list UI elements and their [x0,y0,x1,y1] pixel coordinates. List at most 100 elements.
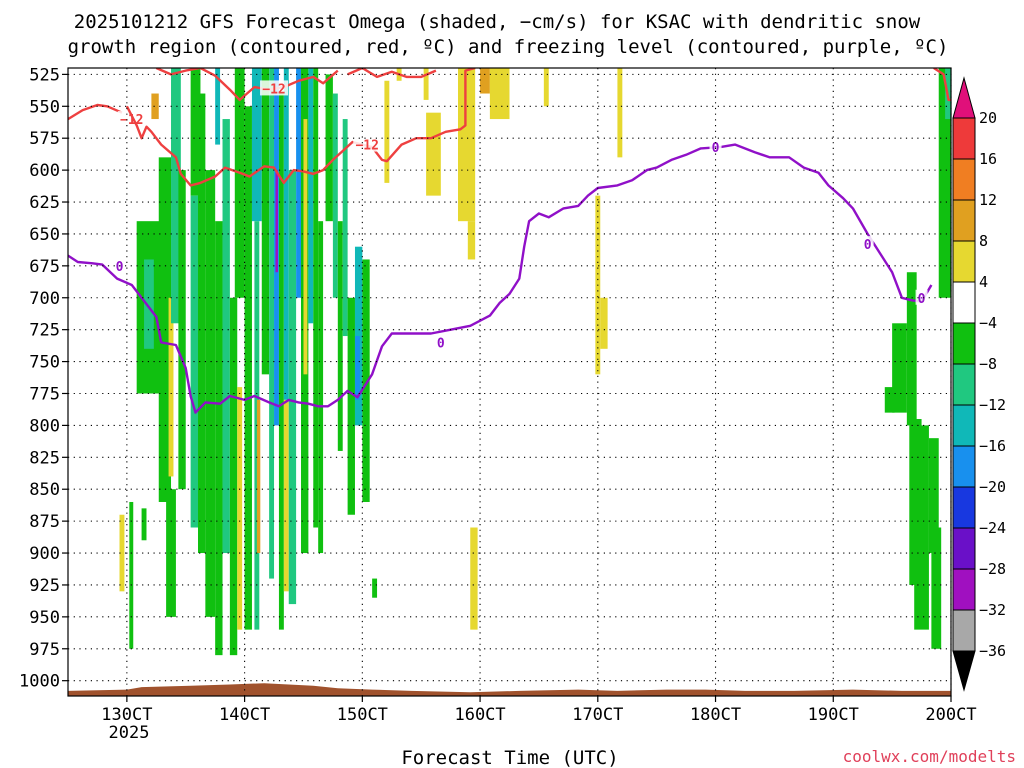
omega-cell [318,221,324,554]
colorbar-label: −16 [979,437,1006,455]
omega-cell [342,119,348,337]
omega-cell [244,106,252,630]
omega-cell [197,93,206,554]
contour-label-bg [709,139,722,155]
y-tick-label: 975 [29,640,60,660]
x-axis: 130CT 140CT 150CT 160CT 170CT 180CT 190CT 200CT [101,696,977,725]
y-tick-label: 900 [29,544,60,564]
omega-cell [261,68,270,375]
omega-cell [288,170,297,605]
y-tick-label: 825 [29,448,60,468]
y-axis: 525 550 575 600 625 650 675 700 725 750 775 800 825 8… [19,65,68,692]
colorbar-bin [952,486,976,529]
y-tick-label: 725 [29,321,60,341]
x-year-label: 2025 [109,723,150,743]
colorbar-bin [952,158,976,201]
contour-label-bg [117,111,146,127]
y-tick-label: 575 [29,129,60,149]
contour-dgz-upper-12c [68,103,123,121]
colorbar-label: −4 [979,314,997,332]
colorbar-bin [952,650,976,692]
omega-cell [222,119,230,554]
colorbar-label: −8 [979,355,997,373]
y-tick-label: 850 [29,480,60,500]
omega-cell [906,272,917,426]
omega-cell [617,68,623,158]
colorbar-label: −24 [979,519,1006,537]
y-tick-label: 750 [29,353,60,373]
colorbar-label: 20 [979,109,997,127]
y-tick-label: 550 [29,97,60,117]
omega-cell [313,68,319,528]
x-tick-label: 140CT [219,705,270,725]
colorbar-bin [952,322,976,365]
y-tick-label: 925 [29,576,60,596]
colorbar-label: 8 [979,232,988,250]
colorbar-bin [952,199,976,242]
credit-text: coolwx.com/modelts [843,747,1016,766]
chart-title-line-2: growth region (contoured, red, ºC) and f… [68,36,949,58]
y-tick-label: 1000 [19,672,60,692]
omega-cell [372,578,378,598]
colorbar-bin [952,76,976,119]
omega-cell [467,221,476,260]
x-tick-label: 130CT [101,705,152,725]
colorbar-label: −12 [979,396,1006,414]
omega-cell [168,297,174,477]
omega-cell [303,119,308,375]
omega-cell [283,399,289,592]
x-tick-label: 170CT [572,705,623,725]
colorbar-bin [952,404,976,447]
contour-label-bg [353,136,382,152]
plot-area: 00000−12−12−12 [68,68,951,696]
x-axis-title: Forecast Time (UTC) [401,747,618,768]
contour-label-bg [915,289,928,305]
colorbar-bin [952,445,976,488]
omega-cell [205,170,216,617]
contour-label: −12 [355,139,378,154]
omega-cell [215,221,223,656]
y-tick-label: 525 [29,65,60,85]
omega-cell [283,68,289,400]
colorbar-label: −32 [979,601,1006,619]
omega-cell [296,68,302,298]
omega-cell [251,68,262,222]
contour-label: −12 [262,82,285,97]
plot-frame [67,67,952,697]
colorbar: 20 16 12 8 4 −4 −8 −12 −16 −20 −24 −28 −32 −36 [952,76,1006,692]
omega-cell [237,387,243,630]
y-tick-label: 625 [29,193,60,213]
chart-title-line-1: 2025101212 GFS Forecast Omega (shaded, −… [74,11,921,33]
y-tick-label: 950 [29,608,60,628]
y-tick-label: 800 [29,416,60,436]
colorbar-label: 4 [979,273,988,291]
omega-cell [269,68,275,579]
y-tick-label: 675 [29,257,60,277]
omega-cell [129,501,134,649]
colorbar-bin [952,609,976,652]
colorbar-bin [952,240,976,283]
contour-label-bg [861,236,874,252]
colorbar-bin [952,568,976,611]
omega-cell [325,74,333,222]
omega-cell [884,387,895,413]
y-tick-label: 600 [29,161,60,181]
omega-cell [914,425,929,630]
omega-cell [275,170,278,273]
omega-cell [489,68,510,120]
omega-cell [600,297,608,349]
colorbar-label: −36 [979,642,1006,660]
omega-cell [931,527,942,649]
x-tick-label: 160CT [454,705,505,725]
omega-cell [119,514,125,592]
omega-cell [171,68,181,324]
colorbar-bin [952,117,976,160]
omega-cell [332,93,338,298]
contour-freezing-level [68,143,933,414]
x-tick-label: 180CT [690,705,741,725]
contour-label: 0 [864,238,872,253]
omega-cell [928,438,939,554]
omega-cell [347,297,355,515]
y-tick-label: 650 [29,225,60,245]
